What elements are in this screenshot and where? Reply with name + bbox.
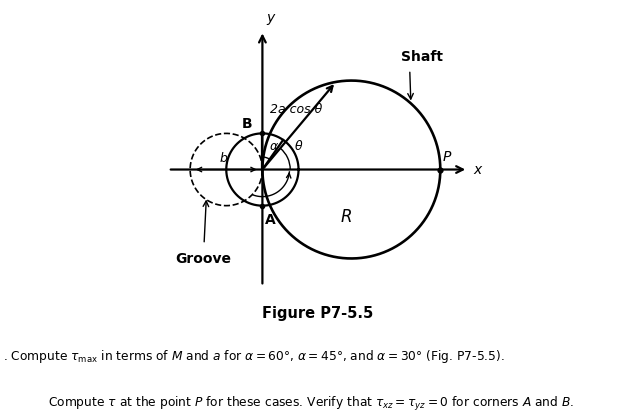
- Text: Shaft: Shaft: [401, 50, 443, 64]
- Text: P: P: [443, 150, 452, 164]
- Text: B: B: [242, 117, 252, 131]
- Text: b: b: [219, 152, 228, 165]
- Text: A: A: [265, 212, 276, 227]
- Text: 2a cos θ: 2a cos θ: [270, 103, 322, 116]
- Text: Figure P7-5.5: Figure P7-5.5: [263, 306, 373, 321]
- Text: Groove: Groove: [175, 251, 231, 266]
- Text: α: α: [270, 140, 277, 153]
- Text: x: x: [474, 163, 482, 176]
- Text: θ: θ: [294, 140, 302, 154]
- Text: R: R: [340, 208, 352, 226]
- Text: Compute $\tau$ at the point $P$ for these cases. Verify that $\tau_{xz} = \tau_{: Compute $\tau$ at the point $P$ for thes…: [48, 395, 574, 413]
- Text: y: y: [266, 11, 275, 25]
- Text: . Compute $\tau_{\mathrm{max}}$ in terms of $M$ and $a$ for $\alpha = 60°$, $\al: . Compute $\tau_{\mathrm{max}}$ in terms…: [3, 348, 505, 365]
